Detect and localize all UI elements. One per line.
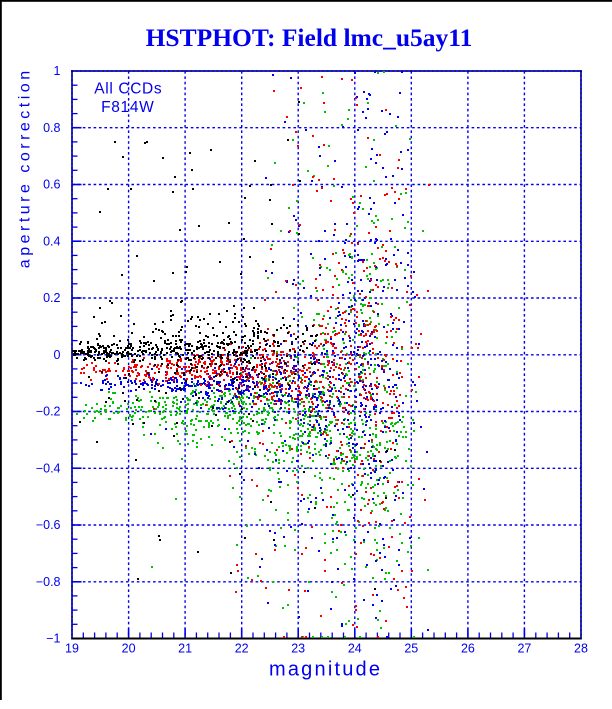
svg-text:−0.4: −0.4 bbox=[36, 461, 61, 475]
svg-text:25: 25 bbox=[404, 642, 418, 656]
svg-text:26: 26 bbox=[461, 642, 475, 656]
svg-text:24: 24 bbox=[348, 642, 362, 656]
svg-text:0.4: 0.4 bbox=[43, 234, 60, 248]
svg-text:1: 1 bbox=[54, 64, 61, 78]
svg-text:0.8: 0.8 bbox=[43, 121, 60, 135]
svg-text:21: 21 bbox=[178, 642, 192, 656]
svg-text:0.6: 0.6 bbox=[43, 178, 60, 192]
svg-text:−1: −1 bbox=[46, 632, 60, 646]
svg-text:22: 22 bbox=[235, 642, 249, 656]
svg-text:aperture correction: aperture correction bbox=[16, 67, 33, 268]
svg-text:19: 19 bbox=[65, 642, 79, 656]
svg-text:−0.6: −0.6 bbox=[36, 518, 61, 532]
svg-text:28: 28 bbox=[574, 642, 588, 656]
svg-text:27: 27 bbox=[517, 642, 531, 656]
svg-text:23: 23 bbox=[291, 642, 305, 656]
svg-text:All CCDs: All CCDs bbox=[94, 81, 162, 98]
svg-text:magnitude: magnitude bbox=[269, 659, 382, 681]
svg-text:−0.2: −0.2 bbox=[36, 405, 61, 419]
svg-text:0.2: 0.2 bbox=[43, 291, 60, 305]
svg-text:HSTPHOT: Field lmc_u5ay11: HSTPHOT: Field lmc_u5ay11 bbox=[146, 23, 473, 52]
svg-text:−0.8: −0.8 bbox=[36, 575, 61, 589]
svg-text:F814W: F814W bbox=[101, 99, 154, 116]
svg-text:0: 0 bbox=[54, 348, 61, 362]
svg-text:20: 20 bbox=[122, 642, 136, 656]
